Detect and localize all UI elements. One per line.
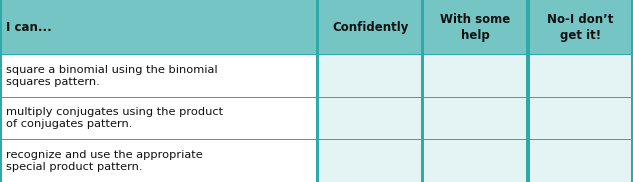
Bar — [1, 1, 316, 54]
Bar — [529, 1, 632, 54]
Bar — [319, 55, 421, 97]
Bar — [1, 55, 316, 97]
Bar — [319, 140, 421, 181]
Bar — [529, 98, 632, 139]
Text: With some
help: With some help — [441, 13, 510, 41]
Text: Confidently: Confidently — [332, 21, 408, 34]
Text: recognize and use the appropriate
special product pattern.: recognize and use the appropriate specia… — [6, 150, 203, 172]
Text: I can...: I can... — [6, 21, 52, 34]
Bar — [319, 98, 421, 139]
Text: square a binomial using the binomial
squares pattern.: square a binomial using the binomial squ… — [6, 65, 218, 87]
Bar — [424, 140, 527, 181]
Text: No-I don’t
get it!: No-I don’t get it! — [548, 13, 613, 41]
Bar — [424, 55, 527, 97]
Bar — [1, 140, 316, 181]
Text: multiply conjugates using the product
of conjugates pattern.: multiply conjugates using the product of… — [6, 107, 223, 129]
Bar — [529, 55, 632, 97]
Bar — [319, 1, 421, 54]
Bar — [529, 140, 632, 181]
Bar — [1, 98, 316, 139]
Bar — [424, 1, 527, 54]
Bar — [424, 98, 527, 139]
